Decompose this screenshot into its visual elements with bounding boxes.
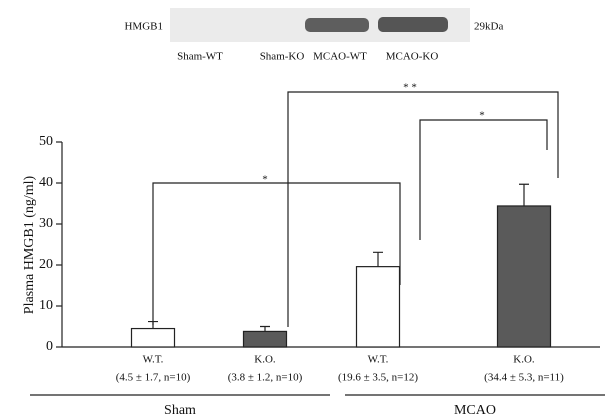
bar (244, 331, 287, 347)
y-tick-label: 20 (39, 257, 53, 272)
y-tick-label: 50 (39, 134, 53, 149)
significance-label: * (479, 110, 485, 122)
x-tick-label: W.T. (368, 354, 389, 366)
blot-label: HMGB1 (124, 21, 163, 33)
y-tick-label: 10 (39, 298, 53, 313)
blot-band (378, 17, 448, 32)
y-tick-label: 40 (39, 175, 53, 190)
lane-label: MCAO-KO (386, 51, 439, 63)
value-label: (34.4 ± 5.3, n=11) (484, 372, 564, 384)
group-label: Sham (164, 403, 196, 418)
x-tick-label: K.O. (254, 354, 276, 366)
x-tick-label: K.O. (513, 354, 535, 366)
error-bar (373, 252, 383, 266)
chart: HMGB1 29kDa Plasma HMGB1 (ng/ml) Sham-WT… (0, 0, 608, 420)
value-label: (3.8 ± 1.2, n=10) (228, 372, 303, 384)
group-label: MCAO (454, 403, 496, 418)
y-tick-label: 0 (46, 339, 53, 354)
bar (132, 329, 175, 347)
error-bar (260, 327, 270, 332)
x-tick-label: W.T. (143, 354, 164, 366)
lane-label: Sham-WT (177, 51, 223, 63)
blot-marker: 29kDa (474, 21, 503, 33)
significance-label: * * (403, 82, 417, 94)
lane-label: Sham-KO (260, 51, 305, 63)
error-bar (519, 184, 529, 206)
bar (498, 206, 551, 347)
significance-label: * (262, 174, 268, 186)
y-axis-label: Plasma HMGB1 (ng/ml) (22, 175, 37, 314)
value-label: (19.6 ± 3.5, n=12) (338, 372, 418, 384)
lane-label: MCAO-WT (313, 51, 367, 63)
bar (357, 267, 400, 347)
blot-band (305, 18, 369, 32)
y-tick-label: 30 (39, 216, 53, 231)
value-label: (4.5 ± 1.7, n=10) (116, 372, 191, 384)
